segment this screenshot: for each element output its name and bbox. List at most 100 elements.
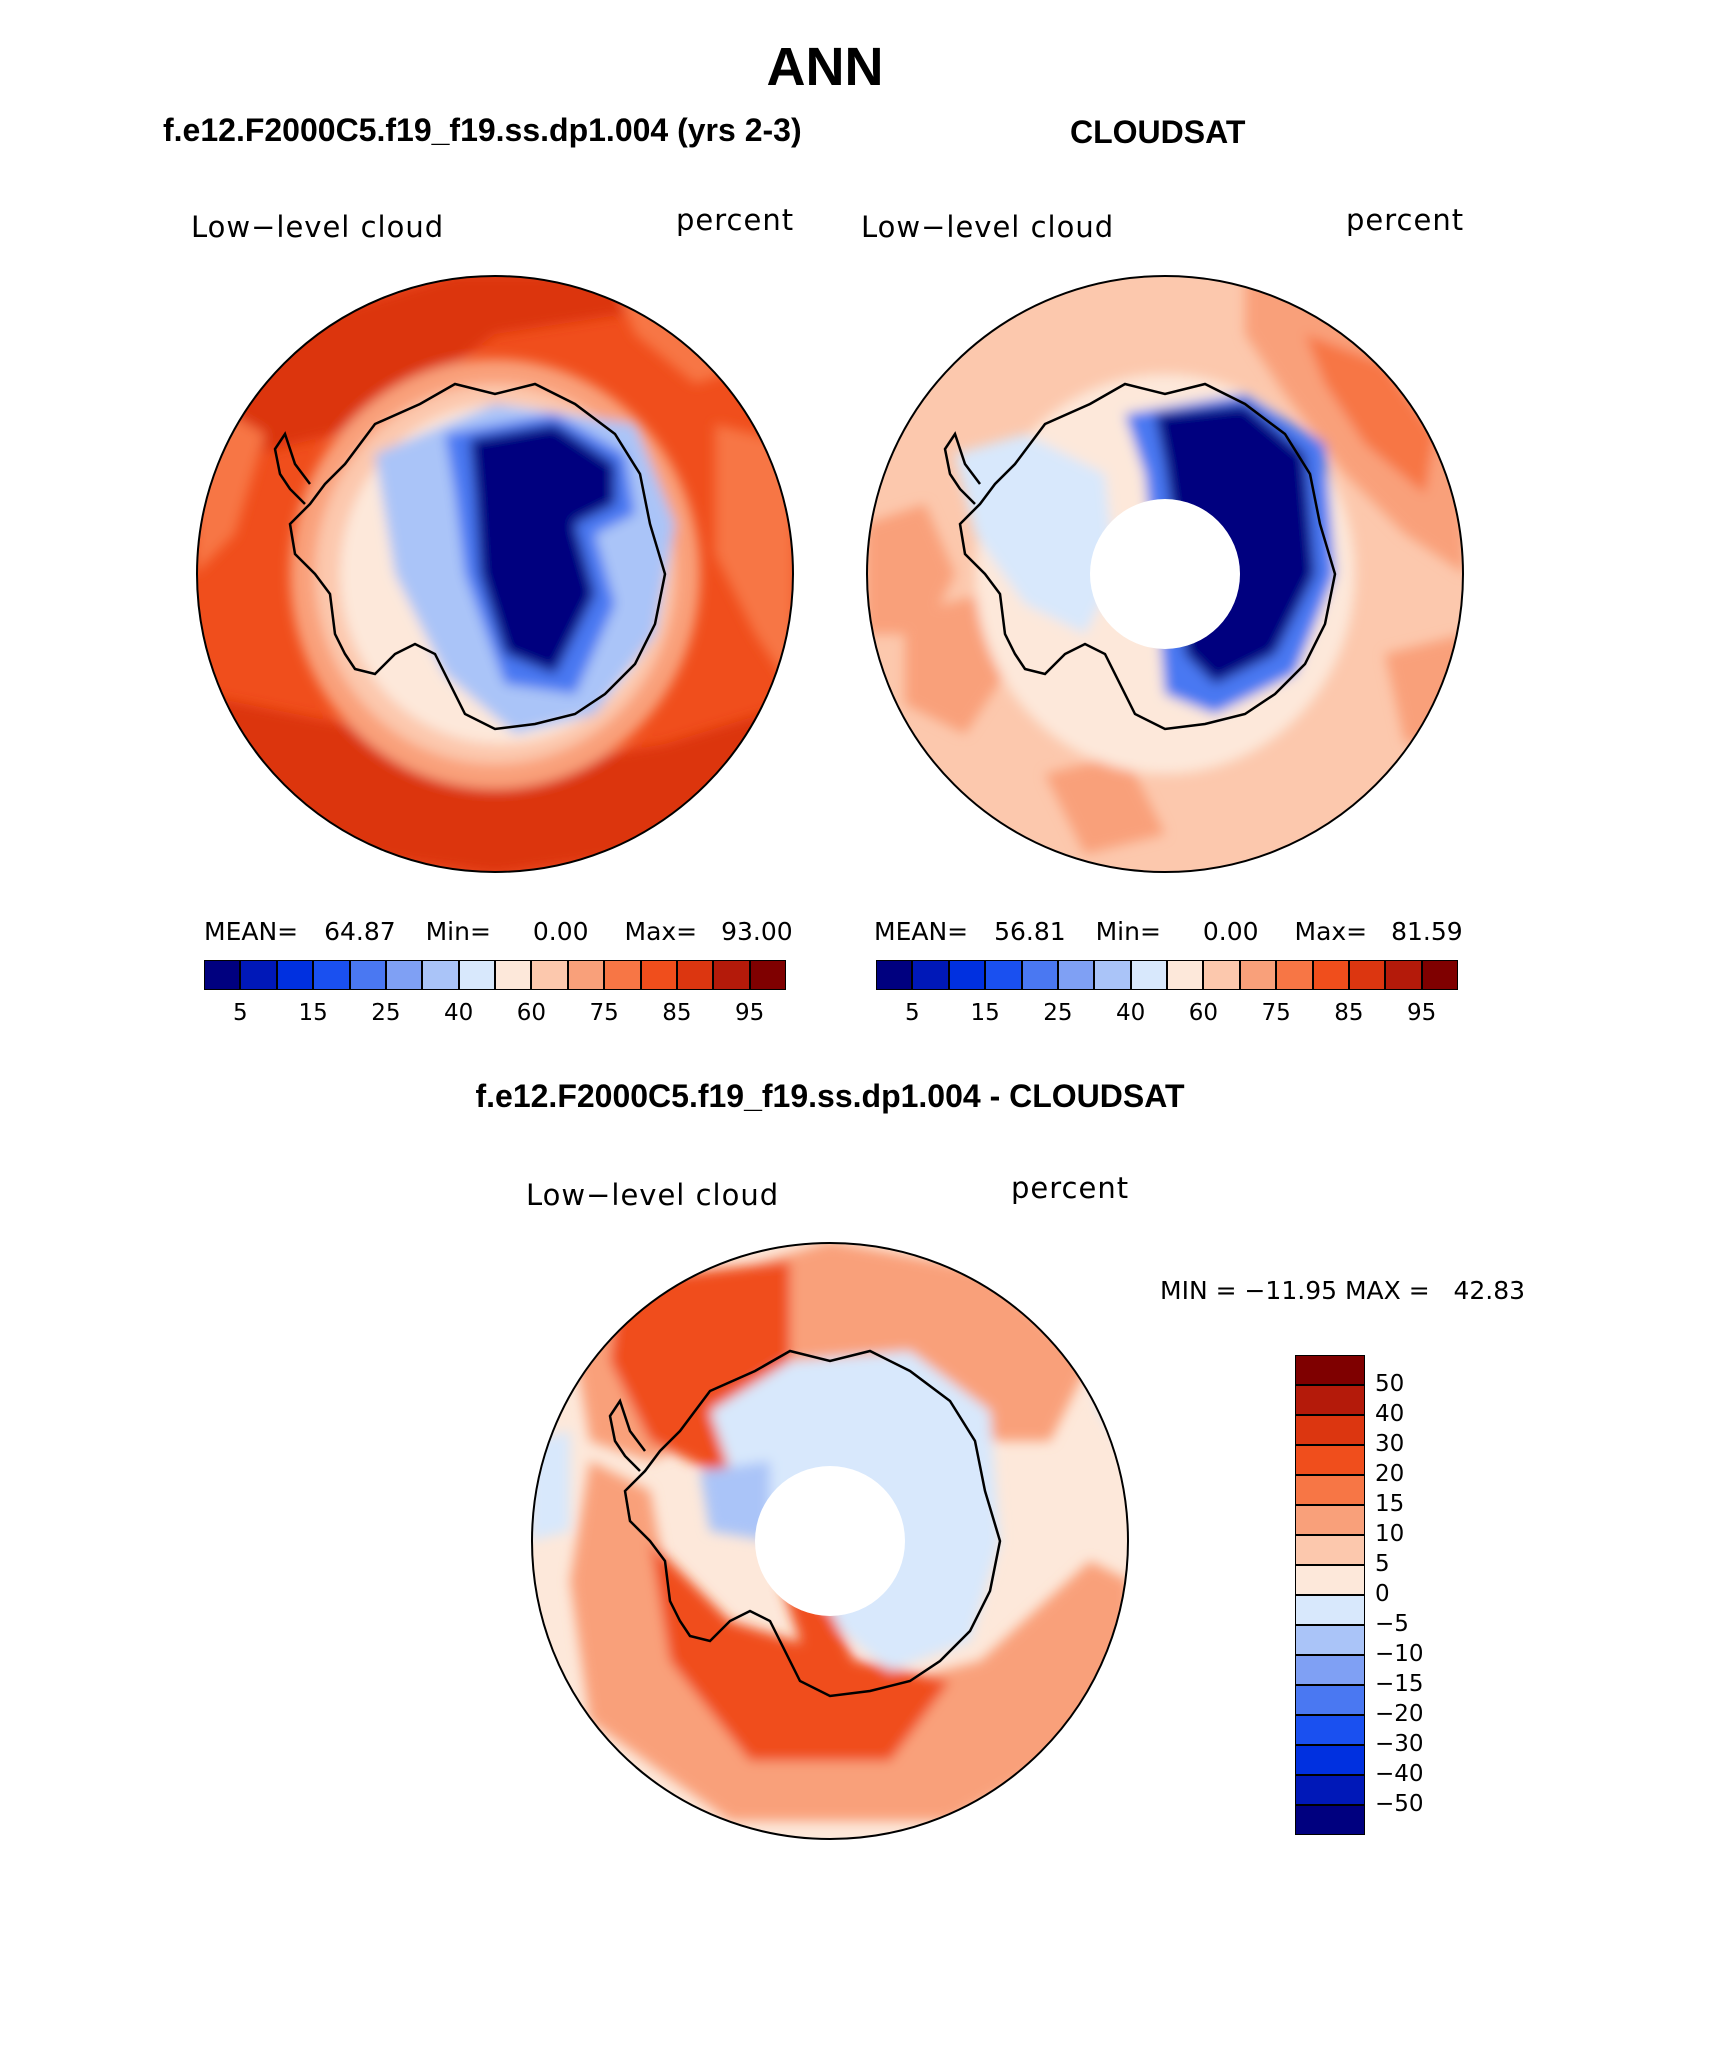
colorbar-2-tick-label: 60 xyxy=(1188,1000,1219,1026)
panel-3-map xyxy=(531,1242,1129,1840)
colorbar-3-tick-label: −20 xyxy=(1375,1701,1424,1727)
colorbar-2-swatch xyxy=(985,960,1022,990)
panel-1-mean: 64.87 xyxy=(324,917,396,946)
colorbar-2-swatch xyxy=(1167,960,1204,990)
colorbar-3-swatch xyxy=(1295,1475,1365,1505)
colorbar-1-swatch xyxy=(567,960,605,990)
colorbar-3-tick-label: 5 xyxy=(1375,1551,1390,1577)
colorbar-2-swatch xyxy=(1094,960,1131,990)
colorbar-1-swatch xyxy=(713,960,750,990)
panel-2-min: 0.00 xyxy=(1202,917,1259,946)
main-title: ANN xyxy=(766,37,884,97)
colorbar-2-swatch xyxy=(1130,960,1167,990)
panel-3-units: percent xyxy=(1011,1171,1130,1205)
panel-1-header: f.e12.F2000C5.f19_f19.ss.dp1.004 (yrs 2-… xyxy=(163,112,802,148)
colorbar-1-swatch xyxy=(531,960,568,990)
colorbar-2-swatch xyxy=(1385,960,1422,990)
colorbar-2-swatch xyxy=(912,960,949,990)
colorbar-3: 50 40 30 20 15 10 5 0 −5 −10 −15 −20 −30 −40 −50 xyxy=(1295,1355,1424,1835)
colorbar-2-swatch xyxy=(948,960,986,990)
colorbar-1-swatch xyxy=(349,960,386,990)
colorbar-1-swatch xyxy=(604,960,641,990)
panel-3-minmax: MIN = −11.95 MAX = 42.83 xyxy=(1160,1276,1526,1305)
colorbar-3-tick-label: 0 xyxy=(1375,1581,1390,1607)
panel-2-variable: Low−level cloud xyxy=(861,210,1115,244)
colorbar-2-swatch xyxy=(876,960,913,990)
colorbar-1-tick-label: 85 xyxy=(662,1000,692,1026)
colorbar-1-tick-label: 75 xyxy=(589,1000,619,1026)
panel-1-units: percent xyxy=(676,203,795,237)
colorbar-1-swatch xyxy=(676,960,714,990)
colorbar-3-swatch xyxy=(1295,1685,1365,1715)
panel-2-header: CLOUDSAT xyxy=(1070,114,1246,150)
panel-2-min-label: Min= xyxy=(1095,917,1161,946)
colorbar-2-swatch xyxy=(1276,960,1313,990)
panel-2-map xyxy=(866,275,1464,873)
colorbar-3-tick-label: −30 xyxy=(1375,1731,1424,1757)
colorbar-1-swatch xyxy=(640,960,677,990)
colorbar-1-swatch xyxy=(240,960,277,990)
panel-1-min-label: Min= xyxy=(425,917,491,946)
panel-1-stats: MEAN= 64.87 Min= 0.00 Max= 93.00 xyxy=(204,917,793,946)
colorbar-2-tick-label: 25 xyxy=(1043,1000,1073,1026)
colorbar-3-swatch xyxy=(1295,1655,1365,1685)
colorbar-3-swatch xyxy=(1295,1775,1365,1805)
panel-1-map xyxy=(196,275,794,873)
panel-2-max-label: Max= xyxy=(1294,917,1368,946)
colorbar-3-swatch xyxy=(1295,1355,1365,1385)
colorbar-1-swatch xyxy=(458,960,495,990)
colorbar-2-swatch xyxy=(1021,960,1058,990)
colorbar-3-swatch xyxy=(1295,1535,1365,1565)
colorbar-1-swatch xyxy=(204,960,241,990)
colorbar-3-swatch xyxy=(1295,1745,1365,1775)
colorbar-1-tick-label: 60 xyxy=(516,1000,547,1026)
panel-2-stats: MEAN= 56.81 Min= 0.00 Max= 81.59 xyxy=(874,917,1463,946)
colorbar-3-tick-label: −50 xyxy=(1375,1791,1424,1817)
colorbar-2-tick-label: 75 xyxy=(1261,1000,1291,1026)
colorbar-3-swatch xyxy=(1295,1625,1365,1655)
colorbar-1-tick-label: 15 xyxy=(298,1000,328,1026)
colorbar-2-swatch xyxy=(1057,960,1095,990)
panel-2-mean-label: MEAN= xyxy=(874,917,969,946)
colorbar-3-tick-label: 50 xyxy=(1375,1371,1405,1397)
colorbar-3-tick-label: 15 xyxy=(1375,1491,1405,1517)
colorbar-3-swatch xyxy=(1295,1565,1365,1595)
colorbar-1-tick-label: 95 xyxy=(734,1000,765,1026)
colorbar-1-swatch xyxy=(749,960,786,990)
colorbar-2-tick-label: 85 xyxy=(1334,1000,1364,1026)
colorbar-3-tick-label: 10 xyxy=(1375,1521,1405,1547)
colorbar-2-tick-label: 5 xyxy=(905,1000,920,1026)
colorbar-1-tick-label: 5 xyxy=(233,1000,248,1026)
colorbar-3-tick-label: 20 xyxy=(1375,1461,1405,1487)
colorbar-3-tick-label: 30 xyxy=(1375,1431,1405,1457)
colorbar-2-tick-label: 95 xyxy=(1406,1000,1437,1026)
colorbar-3-tick-label: −40 xyxy=(1375,1761,1424,1787)
colorbar-3-swatch xyxy=(1295,1505,1365,1535)
colorbar-2-swatch xyxy=(1421,960,1458,990)
colorbar-3-swatch xyxy=(1295,1805,1365,1835)
colorbar-2-swatch xyxy=(1239,960,1277,990)
colorbar-1-tick-label: 40 xyxy=(443,1000,474,1026)
colorbar-1-swatch xyxy=(276,960,314,990)
panel-2-max: 81.59 xyxy=(1391,917,1463,946)
panel-1-max: 93.00 xyxy=(721,917,793,946)
panel-1-variable: Low−level cloud xyxy=(191,210,445,244)
panel-2-units: percent xyxy=(1346,203,1465,237)
colorbar-3-tick-label: −15 xyxy=(1375,1671,1424,1697)
colorbar-2-swatch xyxy=(1348,960,1386,990)
colorbar-1: 5 15 25 40 60 75 85 95 xyxy=(204,960,786,1026)
colorbar-3-swatch xyxy=(1295,1595,1365,1625)
colorbar-3-swatch xyxy=(1295,1385,1365,1415)
panel-3-header: f.e12.F2000C5.f19_f19.ss.dp1.004 - CLOUD… xyxy=(475,1078,1185,1114)
colorbar-3-swatch xyxy=(1295,1445,1365,1475)
panel-1-min: 0.00 xyxy=(532,917,589,946)
colorbar-1-swatch xyxy=(385,960,423,990)
colorbar-2-swatch xyxy=(1312,960,1349,990)
colorbar-1-tick-label: 25 xyxy=(371,1000,401,1026)
panel-1-max-label: Max= xyxy=(624,917,698,946)
colorbar-1-swatch xyxy=(422,960,459,990)
colorbar-2-swatch xyxy=(1203,960,1240,990)
colorbar-2: 5 15 25 40 60 75 85 95 xyxy=(876,960,1458,1026)
colorbar-3-tick-label: −5 xyxy=(1375,1611,1409,1637)
panel-1-mean-label: MEAN= xyxy=(204,917,299,946)
